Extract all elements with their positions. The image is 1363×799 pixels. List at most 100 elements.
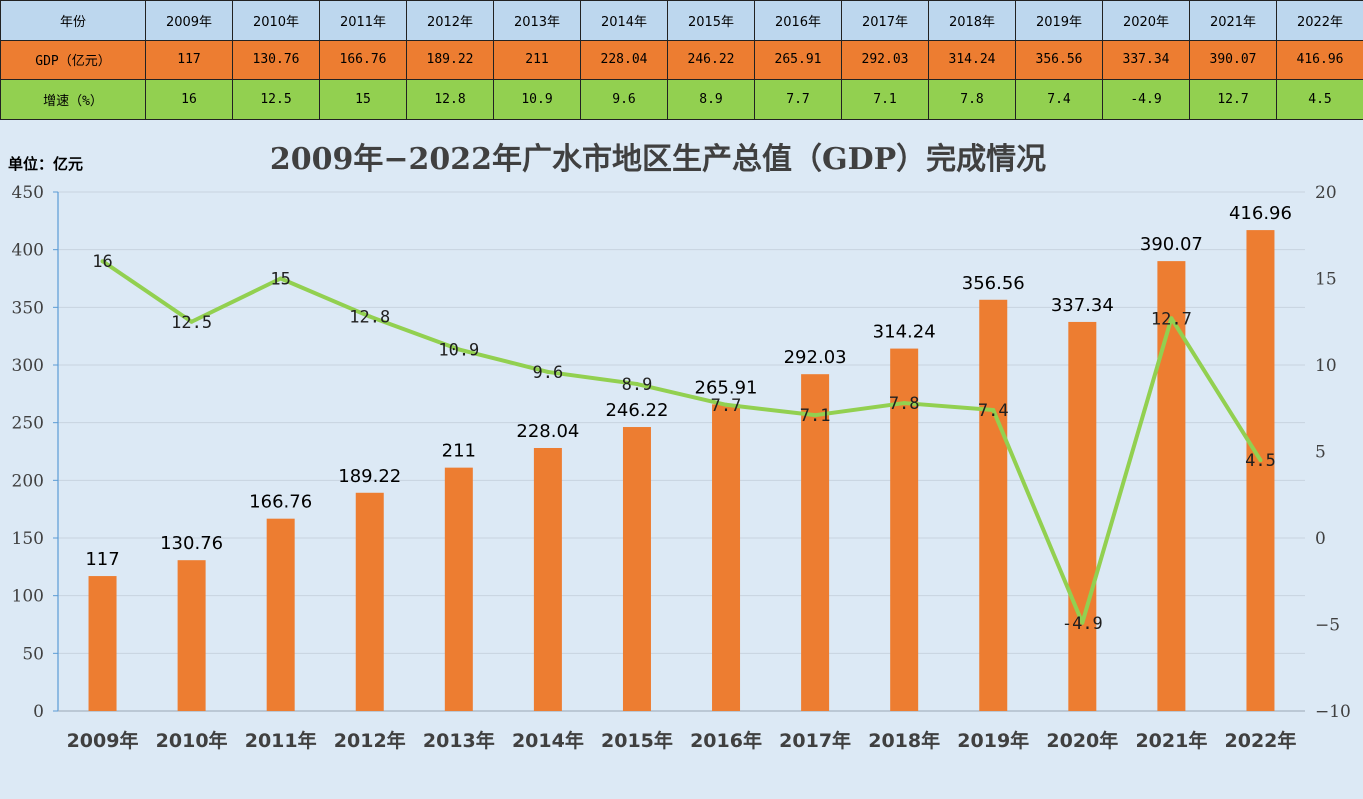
y-right-tick-label: 15 bbox=[1315, 270, 1337, 290]
bar bbox=[1068, 321, 1097, 711]
year-row-cell: 2019年 bbox=[1015, 0, 1103, 41]
year-row-cell: 2022年 bbox=[1276, 0, 1363, 41]
bar bbox=[890, 348, 919, 711]
growth-row-cell: -4.9 bbox=[1102, 79, 1190, 120]
bar-data-label: 189.22 bbox=[338, 466, 401, 487]
growth-point bbox=[724, 402, 729, 407]
growth-line bbox=[101, 259, 1263, 625]
line-data-label: 7.1 bbox=[800, 406, 831, 426]
gdp-row-cell: 211 bbox=[493, 39, 581, 81]
unit-label: 单位：亿元 bbox=[8, 155, 83, 173]
growth-row-cell: 7.8 bbox=[928, 79, 1016, 120]
line-data-label: 15 bbox=[270, 270, 290, 290]
bar-data-label: 211 bbox=[442, 441, 476, 462]
growth-point bbox=[367, 314, 372, 319]
x-tick-label: 2019年 bbox=[957, 729, 1029, 752]
growth-row-cell: 15 bbox=[319, 79, 407, 120]
year-row-header: 年份 bbox=[0, 0, 146, 41]
growth-point bbox=[545, 369, 550, 374]
year-row: 年份 2009年 2010年 2011年 2012年 2013年 2014年 2015年 201… bbox=[0, 0, 1363, 41]
gdp-row-cell: 292.03 bbox=[841, 39, 929, 81]
bar-data-label: 166.76 bbox=[249, 492, 312, 513]
growth-row-cell: 16 bbox=[145, 79, 233, 120]
line-data-label: 8.9 bbox=[622, 375, 653, 395]
y-left-tick-label: 250 bbox=[12, 414, 44, 434]
growth-row: 增速（%） 16 12.5 15 12.8 10.9 9.6 8.9 7.7 7.1 7.8 7.4-… bbox=[0, 79, 1363, 120]
gdp-row-cell: 337.34 bbox=[1102, 39, 1190, 81]
y-left-tick-label: 450 bbox=[12, 183, 44, 203]
line-data-label: 9.6 bbox=[533, 363, 564, 383]
data-table: 年份 2009年 2010年 2011年 2012年 2013年 2014年 2015年 201… bbox=[0, 0, 1363, 120]
bar bbox=[801, 374, 830, 711]
growth-row-cell: 12.5 bbox=[232, 79, 320, 120]
bar bbox=[88, 576, 117, 711]
bar-data-label: 265.91 bbox=[695, 377, 758, 398]
gdp-row-cell: 189.22 bbox=[406, 39, 494, 81]
bar-data-label: 337.34 bbox=[1051, 295, 1114, 316]
x-tick-label: 2015年 bbox=[601, 729, 673, 752]
growth-row-cell: 12.8 bbox=[406, 79, 494, 120]
x-tick-label: 2009年 bbox=[67, 729, 139, 752]
line-data-label: 10.9 bbox=[438, 340, 479, 360]
x-tick-label: 2022年 bbox=[1225, 729, 1297, 752]
bar bbox=[266, 518, 295, 711]
bar-data-label: 130.76 bbox=[160, 533, 223, 554]
year-row-cell: 2016年 bbox=[754, 0, 842, 41]
year-row-cell: 2011年 bbox=[319, 0, 407, 41]
line-data-label: 7.7 bbox=[711, 396, 742, 416]
growth-row-cell: 4.5 bbox=[1276, 79, 1363, 120]
y-left-tick-label: 100 bbox=[12, 587, 44, 607]
bar bbox=[622, 427, 651, 711]
bar-data-label: 416.96 bbox=[1229, 203, 1292, 224]
bar-data-label: 390.07 bbox=[1140, 234, 1203, 255]
y-left-tick-label: 400 bbox=[12, 241, 44, 261]
y-left-tick-label: 150 bbox=[12, 529, 44, 549]
bar bbox=[355, 492, 384, 711]
line-data-label: 16 bbox=[92, 252, 112, 272]
bar-data-label: 292.03 bbox=[784, 347, 847, 368]
x-tick-label: 2021年 bbox=[1135, 729, 1207, 752]
bar bbox=[1246, 230, 1275, 711]
y-left-tick-label: 300 bbox=[12, 356, 44, 376]
growth-point bbox=[189, 319, 194, 324]
y-left-tick-label: 350 bbox=[12, 298, 44, 318]
growth-point bbox=[1169, 316, 1174, 321]
gdp-row-cell: 246.22 bbox=[667, 39, 755, 81]
growth-row-cell: 8.9 bbox=[667, 79, 755, 120]
bar bbox=[444, 467, 473, 711]
growth-row-cell: 7.7 bbox=[754, 79, 842, 120]
growth-point bbox=[813, 413, 818, 418]
y-right-tick-label: 20 bbox=[1315, 183, 1337, 203]
bar-data-label: 314.24 bbox=[873, 322, 936, 343]
growth-row-cell: 10.9 bbox=[493, 79, 581, 120]
growth-point bbox=[456, 347, 461, 352]
growth-row-cell: 7.1 bbox=[841, 79, 929, 120]
y-left-tick-label: 0 bbox=[33, 702, 44, 722]
bar bbox=[533, 447, 562, 711]
year-row-cell: 2010年 bbox=[232, 0, 320, 41]
gdp-row-cell: 390.07 bbox=[1189, 39, 1277, 81]
line-data-label: -4.9 bbox=[1062, 614, 1103, 634]
year-row-cell: 2012年 bbox=[406, 0, 494, 41]
bar bbox=[712, 404, 741, 711]
x-tick-label: 2014年 bbox=[512, 729, 584, 752]
year-row-cell: 2015年 bbox=[667, 0, 755, 41]
y-left-tick-label: 50 bbox=[22, 644, 44, 664]
gdp-row-cell: 228.04 bbox=[580, 39, 668, 81]
growth-point bbox=[1258, 458, 1263, 463]
gdp-row-cell: 356.56 bbox=[1015, 39, 1103, 81]
growth-point bbox=[1080, 620, 1085, 625]
year-row-cell: 2020年 bbox=[1102, 0, 1190, 41]
year-row-cell: 2021年 bbox=[1189, 0, 1277, 41]
x-tick-label: 2011年 bbox=[245, 729, 317, 752]
line-data-label: 7.4 bbox=[978, 401, 1009, 421]
gdp-row-cell: 416.96 bbox=[1276, 39, 1363, 81]
bar bbox=[177, 560, 206, 711]
growth-point bbox=[902, 401, 907, 406]
gdp-row-cell: 314.24 bbox=[928, 39, 1016, 81]
line-data-label: 12.5 bbox=[171, 313, 212, 333]
year-row-cell: 2009年 bbox=[145, 0, 233, 41]
growth-point bbox=[100, 259, 105, 264]
chart-title: 2009年−2022年广水市地区生产总值（GDP）完成情况 bbox=[270, 142, 1046, 177]
year-row-cell: 2017年 bbox=[841, 0, 929, 41]
